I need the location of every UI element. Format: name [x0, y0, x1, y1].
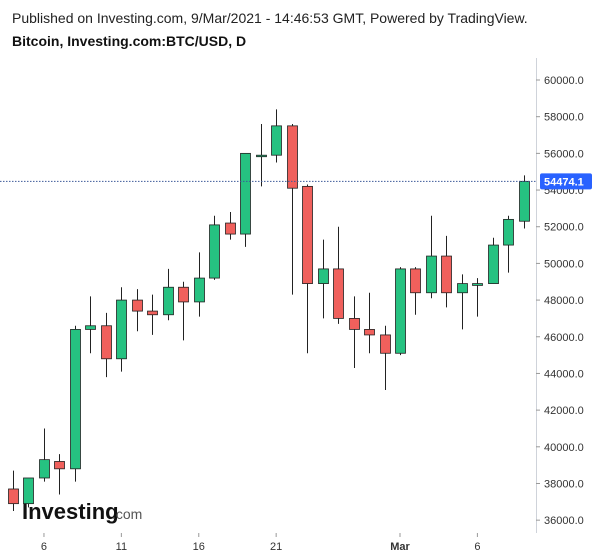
candle — [256, 124, 267, 187]
candle — [132, 289, 143, 332]
date-tick-label: Mar — [390, 541, 410, 553]
last-price-tag-background — [540, 173, 592, 190]
price-tick-label: 52000.0 — [544, 222, 584, 234]
candle-body-up — [271, 125, 282, 156]
candle — [8, 470, 19, 511]
candle — [101, 312, 112, 378]
price-tick-label: 38000.0 — [544, 478, 584, 490]
date-tick-label: 6 — [41, 541, 47, 553]
date-tick-label: 11 — [116, 541, 127, 553]
candle — [441, 235, 452, 308]
candle-body-up — [426, 255, 437, 294]
candle-body-down — [333, 268, 344, 319]
candle — [364, 292, 375, 354]
candle — [209, 215, 220, 280]
candle-body-up — [503, 218, 514, 246]
price-tick-label: 36000.0 — [544, 515, 584, 527]
candle-body-down — [410, 268, 421, 294]
candle — [287, 124, 298, 295]
price-tick-label: 56000.0 — [544, 148, 584, 160]
candle — [23, 477, 34, 508]
candle-body-up — [519, 180, 530, 222]
candle-body-up — [488, 244, 499, 284]
date-tick-label: 6 — [474, 541, 480, 553]
price-tick-label: 58000.0 — [544, 112, 584, 124]
price-axis: 36000.0 38000.0 40000.0 42000.0 44000.0 46000… — [536, 75, 584, 527]
last-price-tag-label: 54474.1 — [544, 176, 584, 188]
candle — [163, 268, 174, 321]
price-tick-label: 60000.0 — [544, 75, 584, 87]
candle — [240, 152, 251, 247]
candle — [410, 267, 421, 315]
candle-body-down — [302, 185, 313, 284]
candle-body-down — [147, 310, 158, 316]
price-tick-label: 48000.0 — [544, 295, 584, 307]
candle — [271, 109, 282, 163]
price-tick-label: 40000.0 — [544, 442, 584, 454]
candle — [503, 215, 514, 273]
candle — [225, 212, 236, 240]
logo-wordmark: Investing — [22, 499, 119, 524]
candle-body-up — [240, 152, 251, 235]
candle — [395, 267, 406, 356]
candle-body-up — [163, 286, 174, 316]
candle-body-up — [472, 283, 483, 286]
candle-body-down — [349, 318, 360, 330]
candle-body-down — [101, 325, 112, 360]
candle-body-up — [70, 329, 81, 470]
last-price-tag: 54474.1 — [540, 173, 592, 190]
candle — [519, 175, 530, 229]
candle-body-up — [318, 268, 329, 284]
candle-body-up — [395, 268, 406, 354]
candle — [380, 325, 391, 390]
candle — [472, 278, 483, 317]
candle — [194, 252, 205, 317]
candle-body-down — [8, 488, 19, 505]
candles-layer — [8, 109, 530, 511]
date-tick-label: 21 — [270, 541, 282, 553]
candle-body-down — [380, 334, 391, 354]
candle-body-down — [54, 461, 65, 470]
date-axis: 6 11 16 21 Mar 6 — [41, 533, 480, 553]
candle — [116, 287, 127, 372]
candle-body-down — [132, 299, 143, 312]
price-tick-label: 42000.0 — [544, 405, 584, 417]
candle — [147, 294, 158, 335]
candle-body-up — [457, 283, 468, 294]
candle-body-up — [85, 325, 96, 330]
candle — [426, 215, 437, 299]
candle-body-up — [209, 224, 220, 279]
candle — [39, 428, 50, 482]
candle — [333, 226, 344, 324]
candle-body-down — [178, 286, 189, 303]
candle — [318, 239, 329, 319]
candle-body-down — [225, 222, 236, 235]
chart-title: Bitcoin, Investing.com:BTC/USD, D — [12, 33, 247, 49]
candle — [349, 296, 360, 368]
candle — [70, 325, 81, 482]
candle — [457, 274, 468, 330]
candle-body-down — [441, 255, 452, 294]
price-tick-label: 50000.0 — [544, 258, 584, 270]
candle-body-down — [287, 125, 298, 189]
candle — [488, 237, 499, 284]
candle-body-up — [194, 277, 205, 303]
candle-body-up — [256, 154, 267, 158]
investing-logo: Investing .com — [22, 499, 142, 524]
candle-body-up — [116, 299, 127, 360]
candle — [302, 184, 313, 354]
candle — [54, 454, 65, 495]
published-info: Published on Investing.com, 9/Mar/2021 -… — [12, 10, 528, 26]
candle-body-down — [364, 329, 375, 336]
logo-domain: .com — [112, 506, 142, 522]
candle — [85, 296, 96, 354]
price-tick-label: 46000.0 — [544, 332, 584, 344]
date-tick-label: 16 — [193, 541, 205, 553]
candle-body-up — [23, 477, 34, 505]
candle — [178, 281, 189, 341]
candle-body-up — [39, 459, 50, 479]
price-tick-label: 44000.0 — [544, 368, 584, 380]
